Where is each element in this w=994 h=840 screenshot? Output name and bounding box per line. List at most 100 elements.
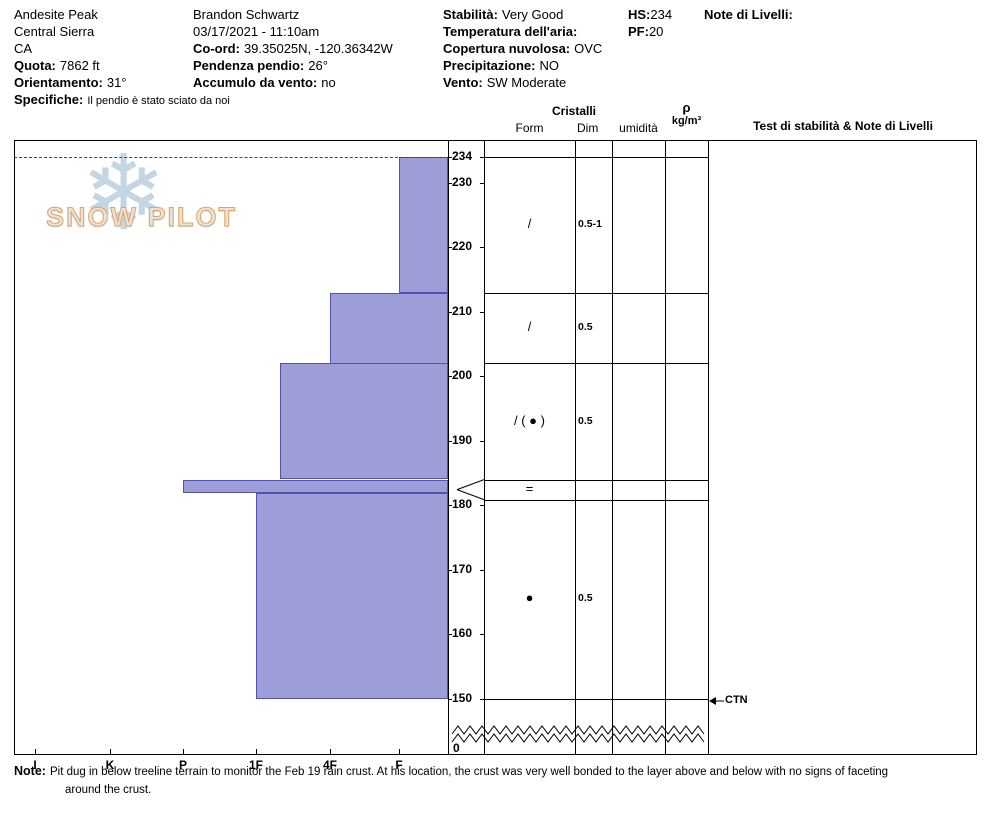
- grain-size-value: 0.5: [578, 415, 593, 427]
- column-divider: [612, 140, 613, 755]
- density-symbol-header: ρ: [682, 100, 691, 115]
- site-state: CA: [14, 41, 33, 56]
- grain-size-value: 0.5-1: [578, 218, 602, 230]
- grain-form-symbol: ●: [525, 590, 534, 605]
- hardness-tick-label: 4F: [322, 758, 337, 772]
- layer-boundary-line: [484, 363, 708, 364]
- depth-tick: [448, 157, 452, 158]
- coord-value: 39.35025N, -120.36342W: [243, 41, 393, 56]
- stability-test-result: CTN: [725, 694, 748, 706]
- form-header: Form: [515, 121, 544, 135]
- hardness-tick: [330, 749, 331, 754]
- pf-value: 20: [648, 24, 664, 39]
- hs-label: HS:: [628, 7, 651, 22]
- depth-tick-label: 150: [452, 691, 473, 705]
- layer-boundary-line: [484, 480, 708, 481]
- wind-label: Vento:: [443, 75, 483, 90]
- depth-tick-label: 180: [452, 497, 473, 511]
- sky-value: OVC: [574, 41, 603, 56]
- column-divider: [665, 140, 666, 755]
- site-name: Andesite Peak: [14, 7, 98, 22]
- depth-tick: [448, 312, 452, 313]
- coord-label: Co-ord:: [193, 41, 240, 56]
- depth-tick-label: 170: [452, 562, 473, 576]
- depth-tick-label: 160: [452, 626, 473, 640]
- depth-tick: [480, 570, 484, 571]
- hardness-bar-layer-4: [183, 480, 448, 493]
- column-divider: [484, 140, 485, 755]
- pit-note-text-continued: around the crust.: [65, 784, 152, 796]
- hardness-tick-label: F: [395, 758, 403, 772]
- hardness-bar-layer-2: [330, 293, 448, 364]
- depth-tick: [480, 699, 484, 700]
- hardness-tick-label: K: [105, 758, 115, 772]
- hardness-bar-layer-3: [280, 363, 448, 479]
- hardness-bar-layer-1: [399, 157, 448, 293]
- stability-row: Stabilità: Very Good: [443, 6, 602, 23]
- air-temp-label: Temperatura dell'aria:: [443, 24, 578, 39]
- depth-tick: [480, 157, 484, 158]
- site-notes-label: Specifiche:: [14, 92, 84, 107]
- stability-label: Stabilità:: [443, 7, 498, 22]
- hardness-tick-label: I: [33, 758, 37, 772]
- layer-boundary-line: [484, 500, 708, 501]
- wind-loading-label: Accumulo da vento:: [193, 75, 318, 90]
- precip-value: NO: [539, 58, 559, 73]
- hardness-tick-label: 1F: [248, 758, 263, 772]
- column-divider: [708, 140, 709, 755]
- sky-row: Copertura nuvolosa: OVC: [443, 40, 602, 57]
- layer-notes-label: Note di Livelli:: [704, 7, 793, 22]
- wind-loading-row: Accumulo da vento: no: [193, 74, 393, 91]
- conditions-info: Stabilità: Very Good Temperatura dell'ari…: [443, 6, 602, 91]
- hardness-tick: [399, 749, 400, 754]
- depth-tick-label: 234: [452, 149, 473, 163]
- depth-tick-label: 200: [452, 368, 473, 382]
- pf-label: PF:: [628, 24, 649, 39]
- grain-form-symbol: =: [525, 481, 534, 496]
- wind-row: Vento: SW Moderate: [443, 74, 602, 91]
- density-units-header: kg/m³: [671, 115, 702, 127]
- cristalli-header: Cristalli: [551, 104, 596, 118]
- depth-tick: [480, 247, 484, 248]
- depth-tick: [480, 183, 484, 184]
- observation-datetime: 03/17/2021 - 11:10am: [193, 24, 320, 39]
- stability-value: Very Good: [501, 7, 564, 22]
- depth-tick: [448, 570, 452, 571]
- pit-note-text: Pit dug in below treeline terrain to mon…: [50, 766, 889, 778]
- location-info: Andesite Peak Central Sierra CA Quota: 78…: [14, 6, 230, 110]
- depth-tick: [448, 183, 452, 184]
- depth-tick: [480, 312, 484, 313]
- coord-row: Co-ord: 39.35025N, -120.36342W: [193, 40, 393, 57]
- depth-tick-label: 190: [452, 433, 473, 447]
- precip-label: Precipitazione:: [443, 58, 536, 73]
- site-notes-value: Il pendio è stato sciato da noi: [87, 95, 230, 107]
- layer-notes-header: Note di Livelli:: [704, 6, 793, 23]
- hardness-tick-label: P: [178, 758, 187, 772]
- depth-tick: [480, 634, 484, 635]
- hs-row: HS:234: [628, 6, 672, 23]
- humidity-header: umidità: [619, 121, 658, 135]
- grain-form-symbol: /: [527, 216, 532, 231]
- profile-frame: [14, 140, 977, 755]
- slope-value: 26°: [308, 58, 328, 73]
- site-region: Central Sierra: [14, 24, 95, 39]
- sky-label: Copertura nuvolosa:: [443, 41, 571, 56]
- elevation-value: 7862 ft: [59, 58, 100, 73]
- depth-tick: [480, 441, 484, 442]
- depth-tick-label: 210: [452, 304, 473, 318]
- elevation-row: Quota: 7862 ft: [14, 57, 230, 74]
- aspect-value: 31°: [106, 75, 127, 90]
- dim-header: Dim: [577, 121, 599, 135]
- slope-row: Pendenza pendio: 26°: [193, 57, 393, 74]
- pit-note-label: Note:: [14, 764, 46, 778]
- watermark-text: SNOW PILOT: [46, 202, 237, 233]
- aspect-label: Orientamento:: [14, 75, 103, 90]
- depth-tick: [448, 505, 452, 506]
- hardness-tick: [35, 749, 36, 754]
- column-divider: [448, 140, 449, 755]
- grain-size-value: 0.5: [578, 321, 593, 333]
- air-temp-row: Temperatura dell'aria:: [443, 23, 602, 40]
- layer-boundary-line: [484, 293, 708, 294]
- elevation-label: Quota:: [14, 58, 56, 73]
